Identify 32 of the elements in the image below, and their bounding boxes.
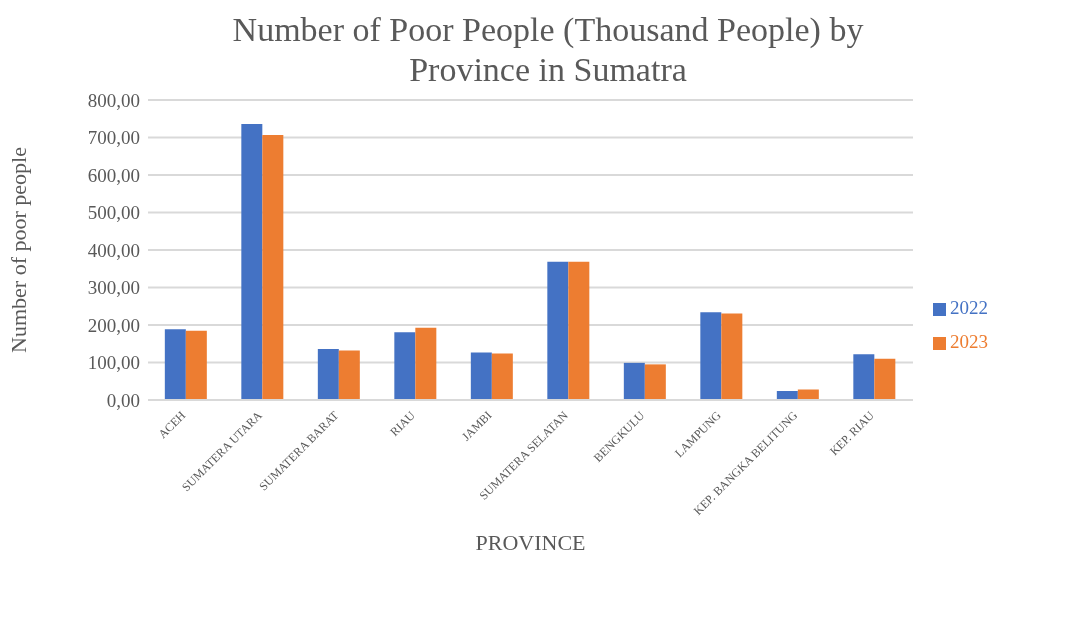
bar	[241, 124, 263, 400]
y-tick-label: 700,00	[87, 127, 140, 149]
y-tick-label: 800,00	[87, 89, 140, 111]
y-tick-label: 600,00	[87, 164, 140, 186]
y-tick-label: 400,00	[87, 239, 140, 261]
y-tick-label: 200,00	[87, 314, 140, 336]
legend-label: 2023	[950, 331, 988, 352]
y-axis-title: Number of poor people	[5, 147, 31, 353]
bar	[644, 364, 666, 400]
bar	[721, 313, 743, 400]
y-tick-label: 100,00	[87, 352, 140, 374]
bar	[853, 354, 875, 400]
bar	[317, 349, 339, 400]
chart-title: Number of Poor People (Thousand People) by Province in Sumatra	[231, 10, 865, 90]
bar	[164, 329, 186, 400]
y-tick-label: 500,00	[87, 202, 140, 224]
bar	[394, 332, 416, 400]
bar	[568, 261, 590, 400]
bar	[185, 330, 207, 400]
x-axis-title: PROVINCE	[475, 530, 586, 555]
bar	[262, 134, 284, 400]
y-tick-label: 300,00	[87, 277, 140, 299]
bar	[470, 352, 492, 400]
bar	[415, 327, 437, 400]
bar	[623, 362, 645, 400]
bar	[491, 353, 513, 400]
bar	[700, 312, 722, 400]
y-tick-label: 0,00	[106, 389, 140, 411]
legend-label: 2022	[950, 297, 988, 318]
bar	[874, 358, 896, 400]
bar	[547, 261, 569, 400]
bar	[338, 350, 360, 400]
